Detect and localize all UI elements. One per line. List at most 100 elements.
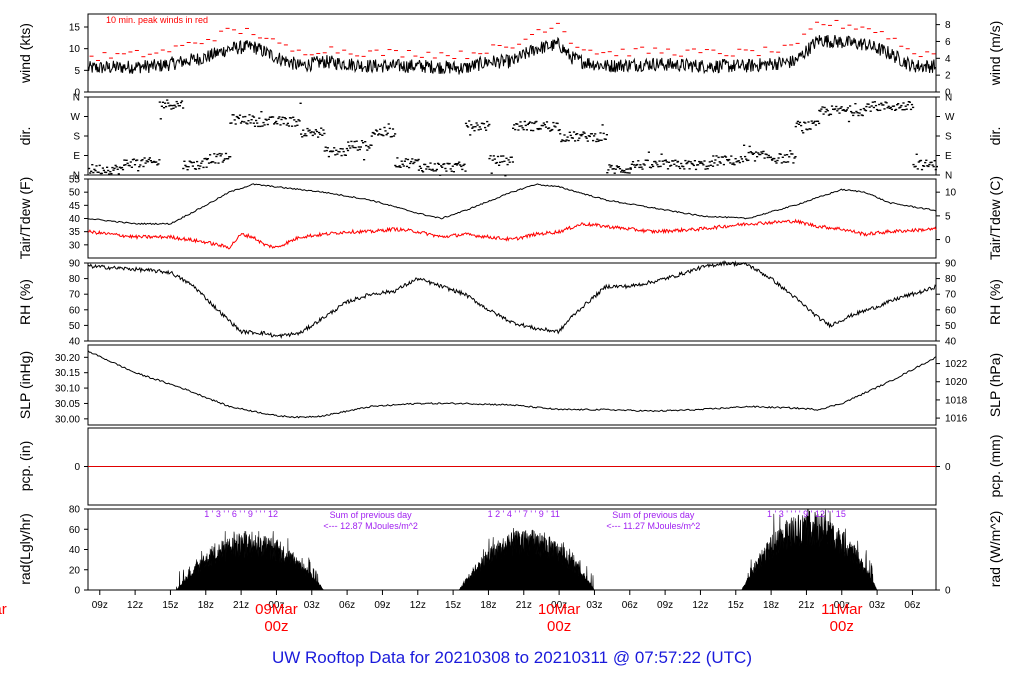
dir-point [871,101,874,103]
dir-point [158,159,161,161]
dir-point [776,159,779,162]
dir-point [643,164,646,166]
dir-point [880,102,883,104]
rad-lgly-tick-label: 60 [69,525,81,536]
dir-point [644,159,647,161]
dir-point [792,162,795,164]
dir-point [449,168,452,170]
dir-point [677,165,681,168]
dir-point [421,170,424,172]
dir-point [161,101,164,103]
dir-point [795,122,798,124]
dir-point [666,168,670,170]
dir-point [687,160,690,162]
dir-point [797,123,800,125]
slp-inhg-tick-label: 30.05 [55,399,80,410]
dir-point [190,161,193,164]
dir-point [793,157,796,159]
dir-point [201,160,204,162]
dir-point [517,129,520,131]
dir-point [933,160,936,162]
dir-point [779,153,782,155]
dir-point [617,166,621,168]
dir-point [755,151,758,153]
dir-point [836,110,839,112]
dir-point [281,116,284,118]
dir-point [572,131,576,133]
wind-ms-axis-label: wind (m/s) [987,21,1003,87]
dir-point [903,109,906,111]
dir-point [912,106,915,109]
x-tick-label: 09z [657,600,673,611]
dir-point [586,140,589,142]
dir-point [386,132,389,134]
day-time-label: 00z [547,618,571,635]
dir-point [673,163,676,165]
dir-point [205,166,208,168]
dir-point [495,161,499,164]
dir-point [801,130,804,132]
dir-point [101,167,104,169]
dir-point [219,155,222,157]
temp-c-axis-label: Tair/Tdew (C) [987,176,1003,260]
dir-point [265,119,268,121]
dir-point [215,155,218,158]
rh-panel-frame [87,262,937,342]
wind-ms-tick-label: 2 [945,71,951,82]
dir-point [614,168,617,170]
dir-point [633,164,636,166]
dir-point [816,120,820,122]
dir-point [454,163,458,165]
slp-inhg-tick-label: 30.20 [55,353,80,364]
dir-point [868,106,871,108]
dir-point [123,159,126,161]
pcp-in-axis-label: pcp. (in) [17,441,33,492]
dir-point [250,119,253,121]
dir-point [908,101,911,103]
dir-point [148,157,151,159]
dir-point [760,151,763,153]
rh-series-line [87,260,937,340]
x-tick-label: 00z [268,600,284,611]
temp-f-axis-label: Tair/Tdew (F) [17,177,33,259]
dir-point [196,160,199,163]
dir-point [262,121,265,124]
dir-point [671,160,674,162]
dir-point [209,154,212,156]
dir-point [595,140,598,143]
dir-point [334,154,337,156]
dir-point [584,136,587,138]
dir-point [862,107,865,110]
dir-point [488,123,491,126]
x-tick-label: 03z [304,600,320,611]
dir-point [782,161,785,163]
dir-point [132,158,136,160]
dir-point [229,156,232,158]
dir-point [358,148,361,151]
dir-point [524,124,527,127]
day-date-label: 09Mar [255,601,298,618]
dir-point [198,167,201,170]
dir-point [419,167,423,169]
dir-point [726,159,729,161]
dir-point [496,155,500,158]
dir-point [417,169,420,171]
dir-point [182,107,185,109]
rad-day-area [458,527,596,591]
dir-point [798,121,802,124]
dir-point [873,101,876,103]
dir-point [464,122,468,125]
dir-point [526,123,529,126]
dir-point [747,151,750,154]
dir-point [522,128,525,131]
dir-point [520,125,523,127]
dir-point [307,130,310,132]
x-tick-label: 12z [410,600,426,611]
dir-point [249,122,252,124]
dir-point [474,126,477,128]
dir-point [272,116,275,118]
dir-point [433,163,436,165]
dir-point [403,160,406,162]
dir-point [458,161,461,163]
dir-point [516,123,519,125]
